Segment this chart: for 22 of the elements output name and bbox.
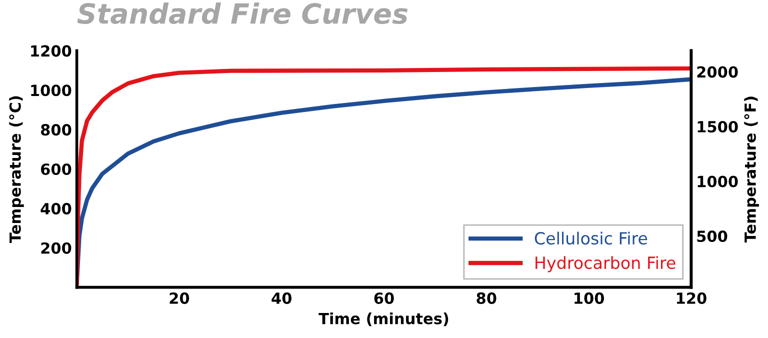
chart-title: Standard Fire Curves: [77, 2, 408, 24]
y-tick-label: 600: [40, 163, 72, 176]
y2-tick-label: 500: [697, 230, 728, 242]
x-tick-label: 80: [476, 292, 496, 304]
y-tick-label: 1200: [31, 45, 72, 57]
x-tick-label: 60: [374, 292, 394, 304]
legend-label: Cellulosic Fire: [534, 232, 648, 245]
y2-axis-title: Temperature (°F): [744, 96, 759, 243]
x-tick-label: 40: [272, 292, 292, 304]
y2-tick-label: 1500: [698, 120, 738, 133]
y-tick-label: 1000: [31, 84, 72, 96]
y-tick-label: 800: [40, 124, 72, 136]
y2-tick-label: 2000: [697, 66, 738, 78]
y-axis-title: Temperature (°C): [9, 96, 24, 243]
y2-tick-label: 1000: [698, 176, 738, 188]
x-axis-title: Time (minutes): [318, 312, 448, 326]
legend-label: Hydrocarbon Fire: [536, 256, 676, 272]
y-tick-label: 200: [41, 242, 72, 254]
x-tick-label: 120: [676, 292, 706, 304]
x-tick-label: 20: [170, 292, 190, 304]
x-tick-label: 100: [574, 292, 604, 304]
y-tick-label: 400: [40, 202, 72, 214]
